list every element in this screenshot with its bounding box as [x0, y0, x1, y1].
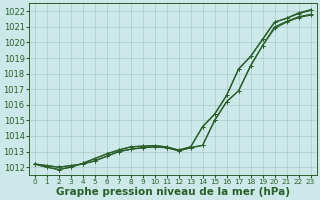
X-axis label: Graphe pression niveau de la mer (hPa): Graphe pression niveau de la mer (hPa) [56, 187, 290, 197]
